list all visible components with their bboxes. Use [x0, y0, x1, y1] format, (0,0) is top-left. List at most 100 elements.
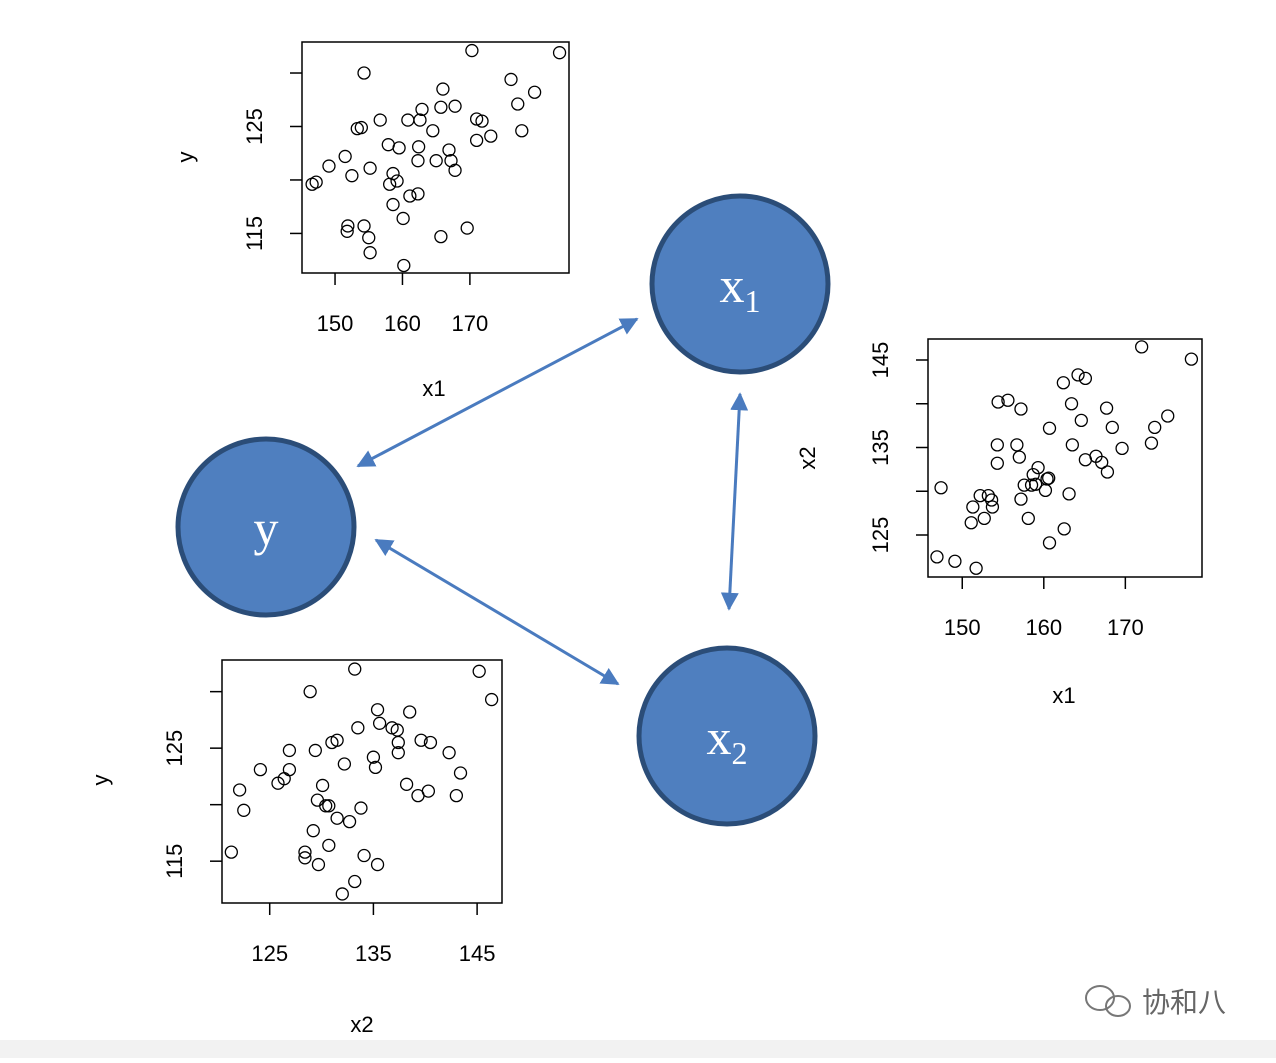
point [413, 113, 427, 127]
point [298, 845, 312, 859]
x-tick-label: 170 [1107, 615, 1144, 640]
scatter-plot: 125 135 145 115 125 x2 y [88, 659, 503, 1037]
scatter-plot: 150 160 170 125 135 145 x1 x2 [795, 338, 1203, 708]
point [985, 500, 1000, 514]
point [411, 187, 425, 201]
x-tick-label: 160 [1025, 615, 1062, 640]
point [411, 140, 426, 154]
point [357, 848, 371, 863]
point [1014, 402, 1028, 416]
point [990, 438, 1004, 452]
y-axis-title: y [88, 775, 113, 786]
y-tick-label: 135 [868, 429, 893, 466]
point [354, 801, 368, 815]
point [322, 838, 336, 853]
point [1010, 438, 1024, 452]
point [348, 662, 362, 676]
y-tick-label: 115 [162, 844, 187, 879]
point [1078, 371, 1093, 386]
x-tick-label: 160 [384, 311, 421, 336]
y-tick-label: 115 [242, 216, 267, 251]
point [411, 154, 425, 168]
point [397, 258, 411, 273]
node-label-main: x [707, 709, 732, 765]
point [511, 97, 525, 111]
point [1042, 421, 1057, 435]
point [984, 493, 999, 507]
point [298, 851, 312, 865]
point [363, 161, 377, 175]
point [1184, 352, 1199, 366]
node [175, 436, 357, 618]
node-label: x1 [720, 257, 761, 319]
point [357, 66, 371, 80]
point [357, 219, 371, 233]
point [434, 229, 448, 244]
point [948, 554, 962, 568]
point [1057, 522, 1071, 536]
y-axis-title: y [173, 152, 198, 163]
point [449, 788, 464, 803]
plot-frame [927, 338, 1203, 578]
point [330, 733, 344, 747]
x-tick-label: 145 [459, 941, 496, 966]
point [472, 664, 486, 678]
point [319, 799, 333, 813]
point [973, 488, 987, 503]
watermark-icon [1085, 985, 1131, 1017]
y-tick-label: 145 [868, 342, 893, 379]
point [990, 456, 1004, 470]
point [322, 159, 336, 173]
node-label-sub: 2 [732, 735, 748, 771]
point [1095, 455, 1109, 470]
point [453, 766, 468, 780]
point [981, 488, 995, 503]
point [991, 395, 1005, 409]
y-tick-label: 125 [242, 108, 267, 145]
arrow-y-x2 [374, 538, 620, 686]
y-axis-title: x2 [795, 446, 820, 469]
point [373, 113, 387, 127]
point [232, 783, 247, 797]
point [552, 46, 567, 60]
point [436, 82, 450, 96]
point [415, 102, 429, 117]
point [348, 874, 362, 889]
point [1135, 340, 1149, 354]
point [330, 811, 344, 825]
watermark: 协和八 [1085, 985, 1226, 1018]
point [930, 550, 944, 564]
point [423, 735, 438, 750]
y-tick-label: 125 [868, 517, 893, 554]
plot-frame [221, 659, 503, 904]
point [1028, 477, 1043, 491]
point [977, 511, 991, 526]
point [386, 166, 400, 181]
y-tick-label: 125 [162, 730, 187, 767]
point [475, 114, 489, 128]
point [341, 219, 355, 233]
point [934, 481, 948, 495]
point [391, 746, 405, 760]
point [372, 716, 387, 730]
node-label: x2 [707, 709, 748, 771]
point [1031, 460, 1045, 475]
point [1099, 401, 1114, 415]
node-label: y [254, 500, 279, 556]
point [1021, 511, 1035, 526]
point [391, 735, 405, 750]
point [399, 777, 414, 791]
point [442, 746, 456, 760]
point [340, 224, 354, 238]
point [426, 124, 440, 138]
node-label-main: x [720, 257, 745, 313]
point [403, 189, 417, 203]
point [1148, 420, 1162, 435]
node [649, 193, 831, 375]
x-tick-label: 150 [317, 311, 354, 336]
point [1161, 409, 1175, 423]
arrow-x1-x2 [720, 392, 749, 611]
x-axis-title: x1 [422, 376, 445, 401]
